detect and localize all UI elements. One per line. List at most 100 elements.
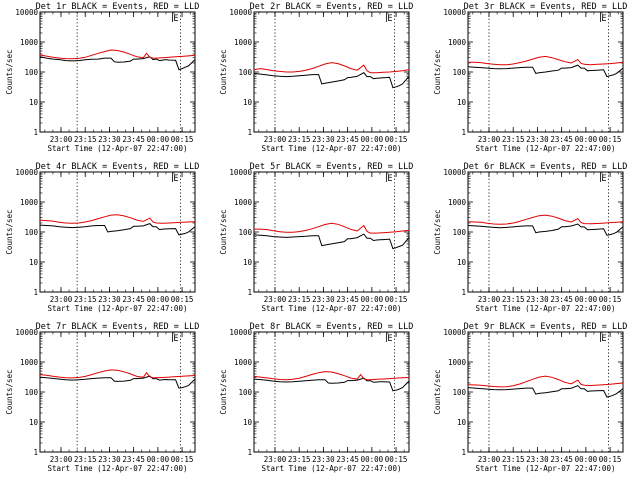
detector-panel-7: Det 7r BLACK = Events, RED = LLD 1 10 100 10… [5,322,199,473]
y-tick-label: 10000 [15,8,38,17]
y-axis-label: Counts/sec [219,49,228,94]
panel-title: Det 6r BLACK = Events, RED = LLD [464,162,628,172]
detector-panel-2: Det 2r BLACK = Events, RED = LLD 1 10 100 10… [219,2,413,153]
x-tick-label: 00:15 [171,295,194,304]
detector-panel-9: Det 9r BLACK = Events, RED = LLD 1 10 100 10… [433,322,627,473]
lld-series-line [253,62,410,74]
lld-series-line [39,214,196,224]
y-tick-label: 10000 [443,8,466,17]
panel-annotation: E [387,174,392,184]
y-tick-label: 1 [33,288,38,297]
y-tick-label: 100 [452,228,466,237]
x-tick-label: 00:00 [575,455,598,464]
y-tick-label: 10 [243,418,253,427]
x-tick-label: 23:30 [312,135,335,144]
panel-title: Det 5r BLACK = Events, RED = LLD [250,162,414,172]
y-tick-label: 1000 [234,358,253,367]
y-tick-label: 100 [24,228,38,237]
x-tick-label: 23:30 [526,295,549,304]
panel-annotation: E [601,174,606,184]
x-tick-label: 23:45 [550,295,573,304]
y-tick-label: 1000 [448,38,467,47]
x-tick-label: 23:15 [74,135,97,144]
x-tick-label: 23:00 [264,135,287,144]
panel-title: Det 4r BLACK = Events, RED = LLD [36,162,200,172]
detector-panel-8: Det 8r BLACK = Events, RED = LLD 1 10 100 10… [219,322,413,473]
y-tick-label: 10 [457,418,467,427]
x-tick-label: 23:30 [526,135,549,144]
x-tick-label: 23:15 [74,295,97,304]
x-tick-label: 23:45 [336,295,359,304]
x-tick-label: 23:15 [502,135,525,144]
y-tick-label: 1000 [20,198,39,207]
y-tick-label: 1 [247,128,252,137]
x-tick-label: 23:15 [74,455,97,464]
panel-annotation: E [601,334,606,344]
lld-series-line [253,371,410,381]
events-series-line [39,375,196,389]
plot-frame [467,171,624,293]
x-tick-label: 00:00 [147,135,170,144]
x-tick-label: 23:00 [264,455,287,464]
x-tick-label: 23:45 [550,455,573,464]
x-tick-label: 00:15 [599,135,622,144]
x-tick-label: 23:15 [288,295,311,304]
y-axis-label: Counts/sec [433,49,442,94]
y-tick-label: 1 [461,288,466,297]
y-tick-label: 10 [29,258,39,267]
panel-annotation: E [173,174,178,184]
panel-title: Det 9r BLACK = Events, RED = LLD [464,322,628,332]
y-tick-label: 1 [33,448,38,457]
y-tick-label: 10000 [15,328,38,337]
x-tick-label: 23:00 [50,455,73,464]
events-series-line [39,223,196,236]
y-tick-label: 1 [247,448,252,457]
lld-series-line [39,49,196,60]
y-axis-label: Counts/sec [5,209,14,254]
x-tick-label: 23:00 [50,135,73,144]
y-tick-label: 10000 [229,328,252,337]
events-series-line [467,64,624,78]
plot-frame [253,171,410,293]
y-tick-label: 1000 [234,38,253,47]
events-series-line [39,56,196,71]
x-axis-label: Start Time (12-Apr-07 22:47:00) [262,464,402,473]
panel-title: Det 2r BLACK = Events, RED = LLD [250,2,414,12]
y-tick-label: 10 [457,98,467,107]
x-tick-label: 00:00 [575,295,598,304]
y-tick-label: 100 [24,68,38,77]
x-tick-label: 00:15 [599,455,622,464]
y-tick-label: 10000 [443,328,466,337]
y-axis-label: Counts/sec [5,369,14,414]
events-series-line [467,223,624,236]
panel-title: Det 1r BLACK = Events, RED = LLD [36,2,200,12]
x-tick-label: 00:00 [361,455,384,464]
x-tick-label: 23:15 [502,295,525,304]
detector-panel-1: Det 1r BLACK = Events, RED = LLD 1 10 100 10… [5,2,199,153]
x-tick-label: 23:15 [288,135,311,144]
x-axis-label: Start Time (12-Apr-07 22:47:00) [48,304,188,313]
x-tick-label: 00:15 [599,295,622,304]
y-tick-label: 1000 [448,358,467,367]
y-tick-label: 1000 [20,358,39,367]
x-tick-label: 23:45 [122,135,145,144]
y-tick-label: 1000 [20,38,39,47]
detector-panel-6: Det 6r BLACK = Events, RED = LLD 1 10 100 10… [433,162,627,313]
x-axis-label: Start Time (12-Apr-07 22:47:00) [262,144,402,153]
events-series-line [253,233,410,250]
x-axis-label: Start Time (12-Apr-07 22:47:00) [48,144,188,153]
x-tick-label: 00:15 [385,455,408,464]
x-tick-label: 23:30 [98,295,121,304]
y-tick-label: 10000 [15,168,38,177]
x-tick-label: 23:30 [526,455,549,464]
x-tick-label: 00:15 [385,135,408,144]
y-tick-label: 10 [243,258,253,267]
panel-annotation: E [387,334,392,344]
x-tick-label: 00:15 [171,455,194,464]
detector-panel-4: Det 4r BLACK = Events, RED = LLD 1 10 100 10… [5,162,199,313]
x-tick-label: 00:00 [361,295,384,304]
y-axis-label: Counts/sec [433,209,442,254]
y-tick-label: 10000 [229,8,252,17]
panel-annotation: E [173,14,178,24]
